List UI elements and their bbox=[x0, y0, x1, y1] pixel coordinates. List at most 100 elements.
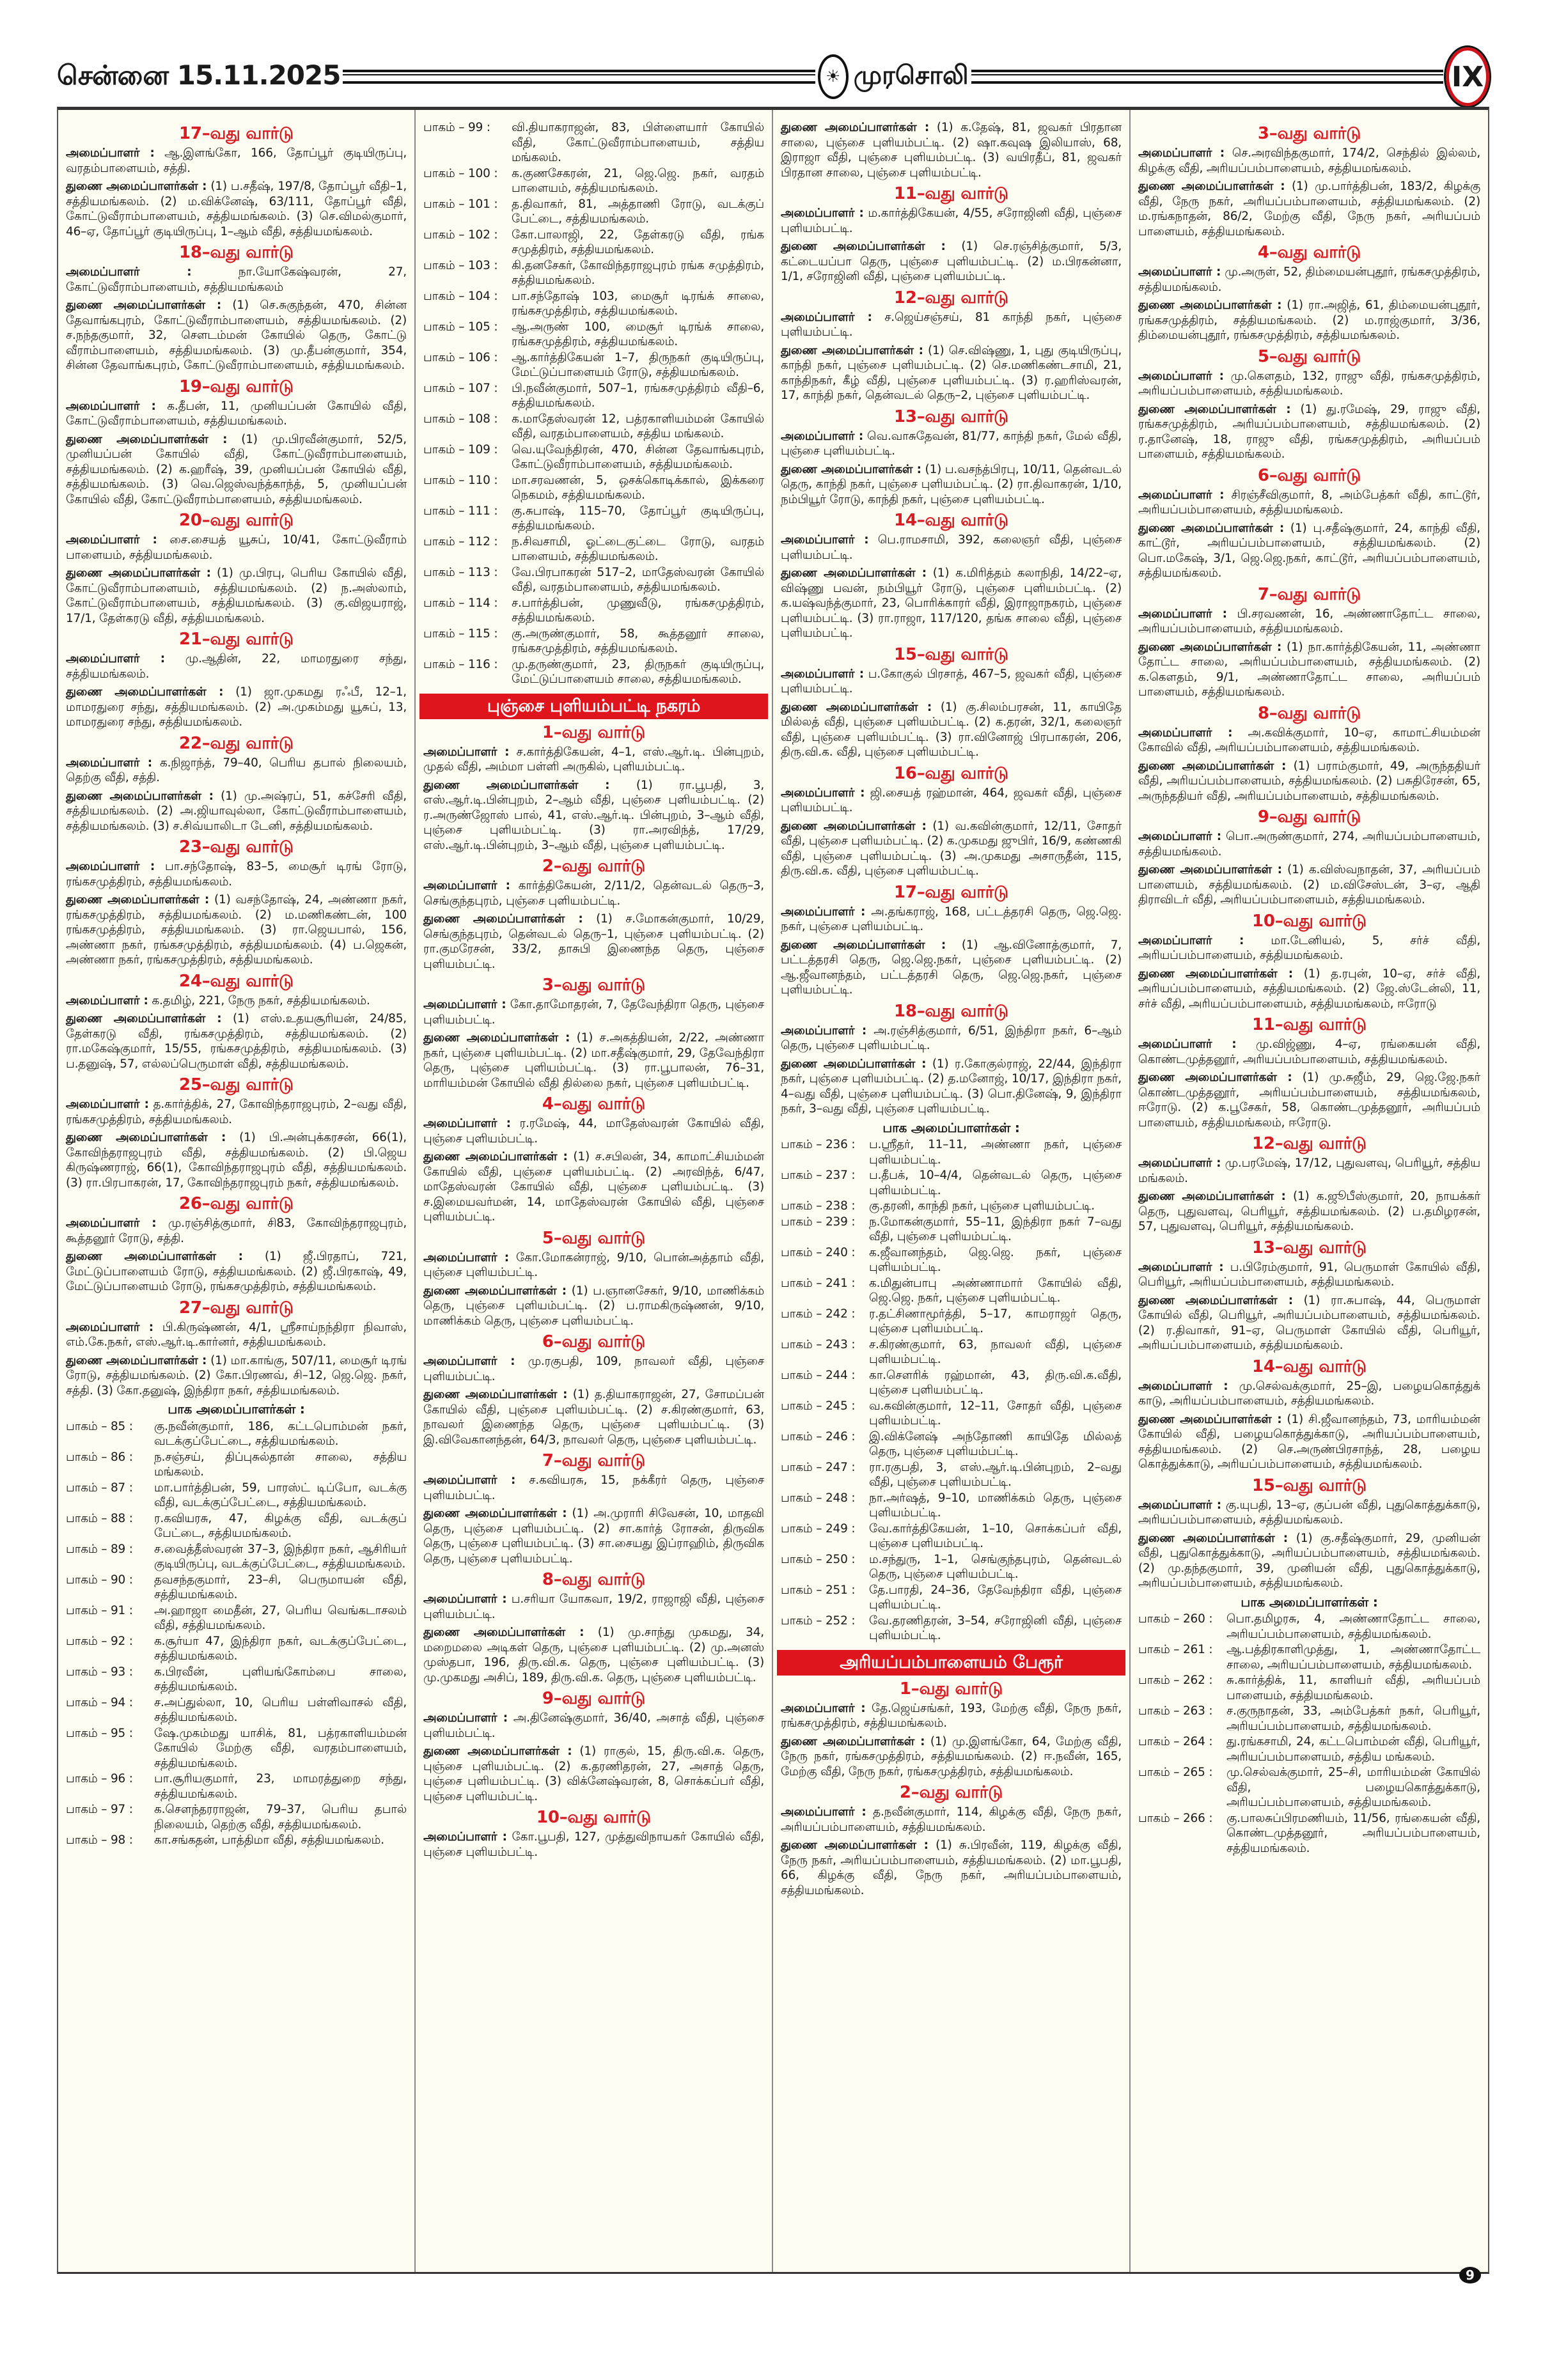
entry-text: (1) மா.காங்கு, 507/11, மைசூர் டிரங் ரோடு… bbox=[66, 1353, 407, 1397]
ward-heading: 11–வது வார்டு bbox=[1251, 1015, 1367, 1034]
organizer-entry: அமைப்பாளர் : பா.சந்தோஷ், 83–5, மைசூர் டி… bbox=[66, 859, 407, 889]
entry-text: ப.சரியா யோகவா, 19/2, ராஜாஜி வீதி, புஞ்சை… bbox=[423, 1592, 764, 1621]
deputy-organizers-entry: துணை அமைப்பாளர்கள் : (1) மு.அஷ்ரப், 51, … bbox=[66, 789, 407, 834]
deputies-label: துணை அமைப்பாளர்கள் : bbox=[781, 938, 946, 952]
part-label: பாகம் – 111 : bbox=[423, 504, 498, 518]
organizer-entry: அமைப்பாளர் : மு.ரஞ்சித்குமார், சி83, கோவ… bbox=[66, 1216, 407, 1246]
part-number: 98 bbox=[110, 1833, 126, 1847]
part-organizer-text: கு.அருண்குமார், 58, கூத்தனூர் சாலை, ரங்க… bbox=[512, 626, 764, 656]
part-organizer-text: ர.கவியரசு, 47, கிழக்கு வீதி, வடக்குப் பே… bbox=[154, 1511, 407, 1541]
part-label: பாகம் – 90 : bbox=[66, 1573, 133, 1587]
deputy-organizers-entry: துணை அமைப்பாளர்கள் : (1) ச.சபிலன், 34, க… bbox=[423, 1149, 764, 1225]
part-number: 86 bbox=[110, 1450, 126, 1464]
entry-text: அ.கவிக்குமார், 10–ஏ, காமாட்சியம்மன் கோவி… bbox=[1138, 726, 1481, 755]
part-organizer-row: பாகம் – 247 : ரா.ரகுபதி, 3, எஸ்.ஆர்.டி.பி… bbox=[781, 1460, 1122, 1490]
part-label: பாகம் – 105 : bbox=[423, 320, 498, 334]
part-prefix: பாகம் – bbox=[423, 350, 465, 364]
part-label: பாகம் – 113 : bbox=[423, 565, 498, 579]
entry-text: (1) சி.ஜீவானந்தம், 73, மாரியம்மன் கோயில்… bbox=[1138, 1412, 1480, 1472]
deputies-label: துணை அமைப்பாளர்கள் : bbox=[781, 343, 923, 357]
part-organizer-text: கி.தனசேகர், கோவிந்தராஜபுரம் ரங்க சமுத்தி… bbox=[512, 258, 764, 288]
masthead-rule-left bbox=[343, 70, 816, 84]
entry-text: பி.கிருஷ்ணன், 4/1, ஸ்ரீசாய்நந்திரா நிவாஸ… bbox=[66, 1320, 407, 1349]
deputies-label: துணை அமைப்பாளர்கள் : bbox=[66, 1131, 226, 1144]
part-number: 262 bbox=[1182, 1674, 1205, 1687]
part-label: பாகம் – 239 : bbox=[781, 1215, 856, 1229]
organizer-label: அமைப்பாளர் : bbox=[781, 1701, 866, 1715]
part-number: 87 bbox=[110, 1481, 126, 1495]
deputies-label: துணை அமைப்பாளர்கள் : bbox=[423, 912, 583, 926]
masthead: சென்னை 15.11.2025 ☀ முரசொலி IX bbox=[57, 45, 1491, 108]
entry-text: (1) த.ரபுன், 10–ஏ, சர்ச் வீதி, அரியப்பம்… bbox=[1138, 967, 1480, 1011]
part-organizer-text: க.சௌந்தரராஜன், 79–37, பெரிய தபால் நிலையம… bbox=[154, 1803, 407, 1832]
deputy-organizers-entry: துணை அமைப்பாளர்கள் : (1) செ.விஷ்ணு, 1, ப… bbox=[781, 343, 1122, 403]
deputy-organizers-entry: துணை அமைப்பாளர்கள் : (1) பி.அன்புக்கரசன்… bbox=[66, 1130, 407, 1190]
organizer-label: அமைப்பாளர் : bbox=[1138, 1156, 1221, 1170]
part-organizer-text: மா.பார்த்திபன், 59, பாரஸ்ட் டிப்போ, வடக்… bbox=[154, 1481, 407, 1510]
entry-text: (1) மு.சுஜீம், 29, ஜெ.ஜே.நகர் கொண்டமுத்த… bbox=[1138, 1071, 1480, 1130]
part-prefix: பாகம் – bbox=[781, 1337, 822, 1351]
part-number: 108 bbox=[467, 412, 490, 426]
part-number: 89 bbox=[110, 1542, 126, 1556]
part-label: பாகம் – 94 : bbox=[66, 1695, 133, 1709]
organizer-label: அமைப்பாளர் : bbox=[423, 1117, 511, 1130]
deputies-label: துணை அமைப்பாளர்கள் : bbox=[66, 432, 228, 446]
organizer-entry: அமைப்பாளர் : மு.ரகுபதி, 109, நாவலர் வீதி… bbox=[423, 1354, 764, 1384]
part-label: பாகம் – 252 : bbox=[781, 1614, 856, 1628]
ward-heading: 17–வது வார்டு bbox=[893, 882, 1009, 902]
part-number: 99 bbox=[467, 121, 483, 134]
deputy-organizers-entry: துணை அமைப்பாளர்கள் : (1) ரா.அஜித், 61, த… bbox=[1138, 298, 1480, 343]
part-organizer-row: பாகம் – 96 : பா.சூரியகுமார், 23, மாமரத்து… bbox=[66, 1771, 407, 1801]
part-organizer-text: ப.ஸ்ரீதர், 11–11, அண்ணா நகர், புஞ்சை புள… bbox=[869, 1138, 1122, 1167]
part-label: பாகம் – 244 : bbox=[781, 1368, 856, 1382]
part-organizer-row: பாகம் – 98 : கா.சங்கதன், பாத்திமா வீதி, ச… bbox=[66, 1833, 407, 1848]
entry-text: க.நிஜாந்த், 79–40, பெரிய தபால் நிலையம், … bbox=[66, 756, 407, 785]
deputy-organizers-entry: துணை அமைப்பாளர்கள் : (1) மா.காங்கு, 507/… bbox=[66, 1353, 407, 1399]
organizer-label: அமைப்பாளர் : bbox=[66, 533, 157, 547]
organizer-label: அமைப்பாளர் : bbox=[781, 667, 864, 681]
section-banner: புஞ்சை புளியம்பட்டி நகரம் bbox=[419, 693, 768, 719]
deputies-label: துணை அமைப்பாளர்கள் : bbox=[781, 1839, 928, 1852]
part-label: பாகம் – 237 : bbox=[781, 1169, 856, 1182]
organizer-entry: அமைப்பாளர் : மு.விஜ்ணு, 4–ஏ, ரங்கையன் வீ… bbox=[1138, 1037, 1480, 1067]
part-prefix: பாகம் – bbox=[1138, 1704, 1180, 1718]
deputy-organizers-entry: துணை அமைப்பாளர்கள் : (1) ர.கோகுல்ராஜ், 2… bbox=[781, 1057, 1122, 1117]
masthead-rule-right bbox=[971, 70, 1444, 84]
entry-text: சிரஞ்சீவிகுமார், 8, அம்பேத்கர் வீதி, காட… bbox=[1138, 488, 1480, 517]
deputy-organizers-entry: துணை அமைப்பாளர்கள் : (1) மு.பார்த்திபன்,… bbox=[1138, 179, 1480, 239]
entry-text: க.தீபன், 11, முனியப்பன் கோயில் வீதி, கோட… bbox=[66, 399, 407, 428]
part-number: 237 bbox=[825, 1169, 848, 1182]
part-prefix: பாகம் – bbox=[781, 1307, 822, 1321]
deputies-label: துணை அமைப்பாளர்கள் : bbox=[423, 1745, 572, 1758]
ward-heading: 24–வது வார்டு bbox=[178, 971, 294, 991]
part-label: பாகம் – 98 : bbox=[66, 1833, 133, 1847]
entry-text: (1) நா.கார்த்திகேயன், 11, அண்ணா தோட்ட சா… bbox=[1138, 640, 1480, 699]
deputy-organizers-entry: துணை அமைப்பாளர்கள் : (1) எஸ்.உதயசூரியன்,… bbox=[66, 1011, 407, 1071]
part-label: பாகம் – 248 : bbox=[781, 1491, 856, 1505]
organizer-entry: அமைப்பாளர் : அ.ரஞ்சித்குமார், 6/51, இந்த… bbox=[781, 1023, 1122, 1054]
entry-text: (1) க.விஸ்வநாதன், 37, அரியப்பம் பாளையம்,… bbox=[1138, 863, 1480, 906]
part-number: 111 bbox=[467, 504, 490, 518]
part-label: பாகம் – 238 : bbox=[781, 1199, 856, 1213]
part-organizer-row: பாகம் – 260 : பொ.தமிழரசு, 4, அண்ணாதோட்ட ச… bbox=[1138, 1612, 1480, 1642]
part-organizer-text: தே.பாரதி, 24–36, தேவேந்திரா வீதி, புஞ்சை… bbox=[869, 1583, 1122, 1612]
ward-heading: 23–வது வார்டு bbox=[178, 837, 294, 857]
part-organizer-text: வ.கவின்குமார், 12–11, சோதர் வீதி, புஞ்சை… bbox=[869, 1399, 1122, 1428]
part-number: 94 bbox=[110, 1695, 126, 1709]
organizer-entry: அமைப்பாளர் : மு.பரமேஷ், 17/12, புதுவளவு,… bbox=[1138, 1156, 1480, 1186]
part-organizer-text: ரா.ரகுபதி, 3, எஸ்.ஆர்.டி.பின்புறம், 2–வத… bbox=[869, 1460, 1122, 1489]
part-organizer-row: பாகம் – 86 : ந.சஞ்சய், திப்புசுல்தான் சால… bbox=[66, 1450, 407, 1480]
part-prefix: பாகம் – bbox=[423, 657, 465, 671]
entry-text: மு.பரமேஷ், 17/12, புதுவளவு, பெரியூர், சத… bbox=[1138, 1156, 1481, 1185]
part-prefix: பாகம் – bbox=[66, 1573, 107, 1587]
deputies-label: துணை அமைப்பாளர்கள் : bbox=[781, 240, 946, 253]
part-number: 238 bbox=[825, 1199, 848, 1213]
section-banner: அரியப்பம்பாளையம் பேரூர் bbox=[777, 1649, 1125, 1676]
part-organizer-text: வி.தியாகராஜன், 83, பிள்ளையார் கோயில் வீத… bbox=[512, 121, 764, 164]
organizer-entry: அமைப்பாளர் : அ.தங்கராஜ், 168, பட்டத்தரசி… bbox=[781, 905, 1122, 935]
organizer-label: அமைப்பாளர் : bbox=[423, 879, 510, 892]
organizer-label: அமைப்பாளர் : bbox=[1138, 1498, 1221, 1512]
part-organizer-text: கோ.பாலாஜி, 22, தேள்கரடு வீதி, ரங்க சமுத்… bbox=[512, 228, 764, 257]
part-organizer-row: பாகம் – 108 : க.மாதேஸ்வரன் 12, பத்ரகாளியம… bbox=[423, 412, 764, 442]
part-prefix: பாகம் – bbox=[781, 1169, 822, 1182]
